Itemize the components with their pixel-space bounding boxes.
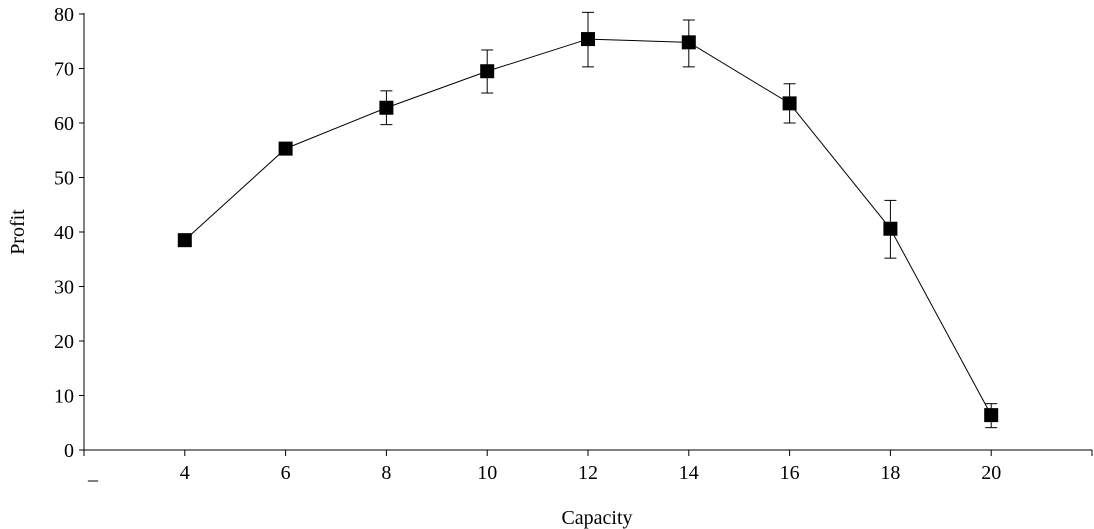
data-point bbox=[681, 35, 696, 50]
y-tick-label: 50 bbox=[54, 168, 74, 190]
series-markers bbox=[177, 32, 999, 423]
data-point bbox=[782, 96, 797, 111]
x-axis-extra-label: _ bbox=[87, 462, 99, 484]
error-bars bbox=[178, 11, 998, 429]
data-point bbox=[379, 100, 394, 115]
y-axis-title: Profit bbox=[7, 209, 29, 255]
x-tick-label: 18 bbox=[880, 462, 900, 484]
x-tick-label: 10 bbox=[477, 462, 497, 484]
data-point bbox=[278, 141, 293, 156]
series-line bbox=[184, 38, 992, 416]
x-tick-label: 12 bbox=[578, 462, 598, 484]
data-point bbox=[177, 233, 192, 248]
x-tick-label: 16 bbox=[780, 462, 800, 484]
y-tick-label: 80 bbox=[54, 4, 74, 26]
y-tick-label: 40 bbox=[54, 222, 74, 244]
y-tick-label: 60 bbox=[54, 113, 74, 135]
y-tick-label: 10 bbox=[54, 386, 74, 408]
data-point bbox=[984, 408, 999, 423]
x-tick-label: 4 bbox=[180, 462, 190, 484]
x-tick-label: 6 bbox=[281, 462, 291, 484]
y-tick-label: 0 bbox=[64, 440, 74, 462]
y-tick-label: 70 bbox=[54, 59, 74, 81]
x-axis-ticks: 4 6 8 10 12 14 16 18 20 bbox=[83, 450, 1093, 484]
x-tick-label: 14 bbox=[679, 462, 699, 484]
data-point bbox=[581, 32, 595, 47]
y-tick-label: 20 bbox=[54, 331, 74, 353]
x-axis-title: Capacity bbox=[561, 507, 632, 529]
data-point bbox=[883, 221, 898, 236]
x-tick-label: 20 bbox=[981, 462, 1001, 484]
data-point bbox=[480, 64, 495, 79]
x-tick-label: 8 bbox=[381, 462, 391, 484]
y-tick-label: 30 bbox=[54, 277, 74, 299]
y-axis-ticks: 0 10 20 30 40 50 60 70 80 bbox=[54, 4, 84, 462]
